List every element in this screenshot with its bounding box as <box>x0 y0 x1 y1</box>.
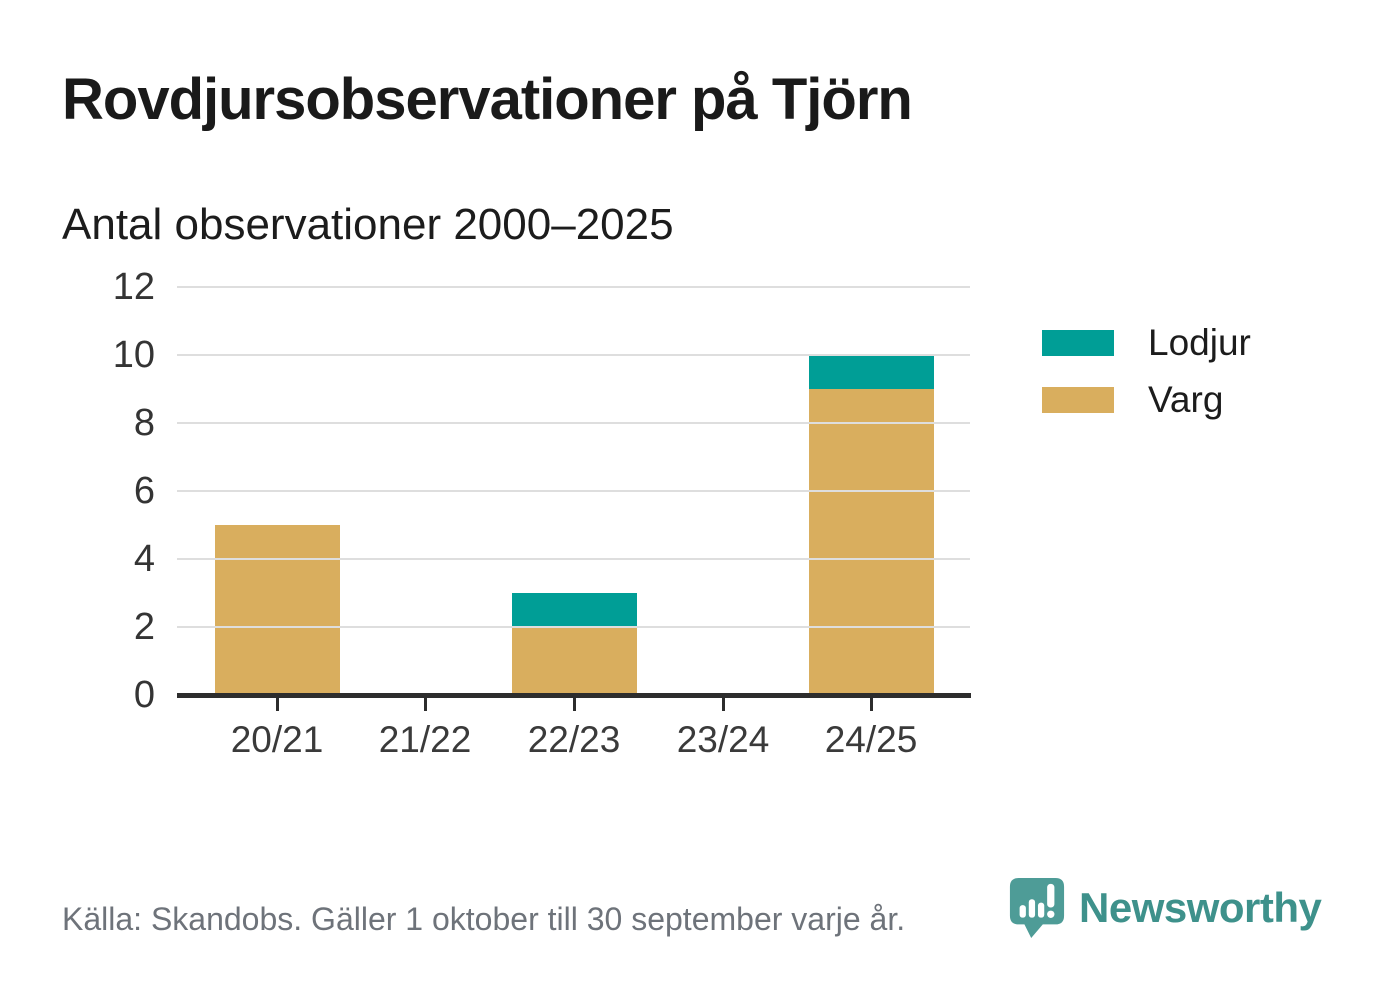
newsworthy-logo-icon <box>1009 878 1065 938</box>
legend-label: Lodjur <box>1148 322 1251 363</box>
chart-subtitle: Antal observationer 2000–2025 <box>62 200 674 249</box>
gridline-y-4 <box>177 558 970 560</box>
y-tick-label: 6 <box>133 470 155 512</box>
legend-item-lodjur: Lodjur <box>1042 322 1251 363</box>
y-tick-label: 0 <box>133 674 155 716</box>
x-tick-label: 24/25 <box>824 719 918 760</box>
x-tick-mark <box>423 698 427 711</box>
bar-segment-varg-20-21 <box>214 525 340 695</box>
legend-label: Varg <box>1148 379 1224 420</box>
plot-area <box>177 287 970 695</box>
x-tick-label: 22/23 <box>527 719 621 760</box>
x-tick-label: 23/24 <box>676 719 770 760</box>
x-axis-line <box>177 693 971 698</box>
gridline-y-10 <box>177 354 970 356</box>
legend-swatch-lodjur <box>1042 330 1114 356</box>
legend-swatch-varg <box>1042 387 1114 413</box>
gridline-y-8 <box>177 422 970 424</box>
y-tick-label: 2 <box>133 606 155 648</box>
gridline-y-2 <box>177 626 970 628</box>
page-title: Rovdjursobservationer på Tjörn <box>62 67 913 132</box>
x-tick-mark <box>721 698 725 711</box>
brand-logo: Newsworthy <box>1008 876 1322 940</box>
bar-segment-varg-22-23 <box>511 627 637 695</box>
x-tick-mark <box>572 698 576 711</box>
x-tick-mark <box>869 698 873 711</box>
x-tick-label: 20/21 <box>230 719 324 760</box>
legend-item-varg: Varg <box>1042 379 1251 420</box>
bar-segment-lodjur-22-23 <box>511 593 637 627</box>
source-note: Källa: Skandobs. Gäller 1 oktober till 3… <box>62 901 906 937</box>
bar-segment-varg-24-25 <box>808 389 934 695</box>
chart-legend: Lodjur Varg <box>1042 322 1251 444</box>
x-tick-label: 21/22 <box>378 719 472 760</box>
y-tick-label: 4 <box>133 538 155 580</box>
y-tick-label: 10 <box>112 334 155 376</box>
brand-wordmark: Newsworthy <box>1079 884 1322 931</box>
y-tick-label: 12 <box>112 266 155 308</box>
x-tick-mark <box>275 698 279 711</box>
gridline-y-12 <box>177 286 970 288</box>
gridline-y-6 <box>177 490 970 492</box>
y-tick-label: 8 <box>133 402 155 444</box>
bar-segment-lodjur-24-25 <box>808 355 934 389</box>
